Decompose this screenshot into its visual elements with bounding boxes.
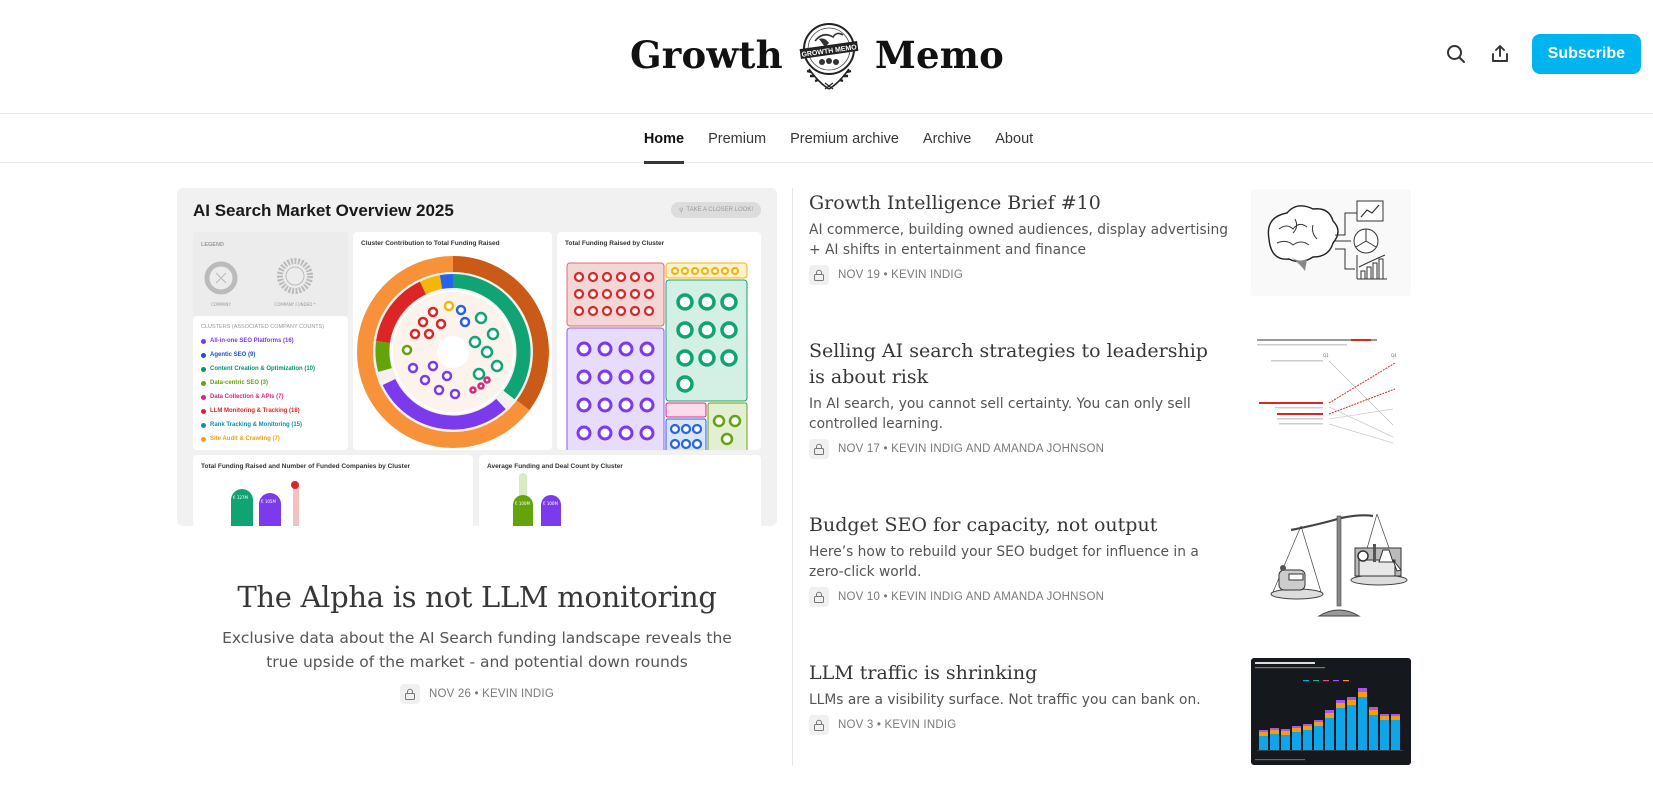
nav-home[interactable]: Home <box>632 114 696 164</box>
search-icon <box>1446 45 1465 63</box>
balance-scale-illustration-icon <box>1270 513 1408 617</box>
post-subtitle: Here’s how to rebuild your SEO budget fo… <box>809 544 1199 580</box>
post-thumbnail[interactable]: Q1 Q4 <box>1251 337 1411 444</box>
nav-premium-archive[interactable]: Premium archive <box>790 130 899 147</box>
brand-logo-link[interactable]: Growth GROWTH MEMO Memo <box>630 16 1004 94</box>
lock-icon <box>814 269 824 281</box>
featured-post-title[interactable]: The Alpha is not LLM monitoring <box>237 580 717 614</box>
paywall-badge <box>400 684 420 704</box>
post-meta: NOV 3 • KEVIN INDIG <box>809 715 1229 735</box>
infographic-treemap-card: Total Funding Raised by Cluster <box>557 232 761 450</box>
paywall-badge <box>809 715 829 735</box>
main-nav: Home Premium Premium archive Archive Abo… <box>0 114 1653 164</box>
post-thumbnail[interactable] <box>1251 510 1411 617</box>
paywall-badge <box>809 265 829 285</box>
post-date-author: NOV 3 • KEVIN INDIG <box>838 719 957 731</box>
post-date-author: NOV 26 • KEVIN INDIG <box>429 688 554 700</box>
lock-icon <box>814 719 824 731</box>
infographic-title: AI Search Market Overview 2025 <box>193 201 454 220</box>
post-date-author: NOV 17 • KEVIN INDIG AND AMANDA JOHNSON <box>838 443 1105 455</box>
post-title[interactable]: Budget SEO for capacity, not output <box>809 514 1158 536</box>
post-subtitle: LLMs are a visibility surface. Not traff… <box>809 692 1201 708</box>
post-title[interactable]: Selling AI search strategies to leadersh… <box>809 340 1208 388</box>
post-subtitle: AI commerce, building owned audiences, d… <box>809 222 1228 258</box>
cluster-legend-item: Data Collection & APIs (7) <box>201 394 283 400</box>
lock-icon <box>405 688 415 700</box>
cluster-legend-item: LLM Monitoring & Tracking (18) <box>201 408 300 414</box>
cluster-legend-item: Site Audit & Crawling (7) <box>201 436 280 442</box>
svg-text:Q4: Q4 <box>1391 353 1397 358</box>
site-header: Growth GROWTH MEMO Memo Subscribe <box>0 0 1653 114</box>
infographic-legend-card: LEGEND COMPANY COMPANY FUNDED * <box>193 232 348 317</box>
post-list-item: LLM traffic is shrinking LLMs are a visi… <box>809 658 1411 770</box>
featured-post-image[interactable]: AI Search Market Overview 2025 ⚲ TAKE A … <box>177 188 777 526</box>
nav-premium[interactable]: Premium <box>708 130 767 147</box>
header-actions: Subscribe <box>1434 34 1641 74</box>
brain-charts-illustration-icon <box>1267 200 1387 280</box>
brand-word-right: Memo <box>874 33 1004 77</box>
share-button[interactable] <box>1478 34 1522 74</box>
infographic-bar-card-2: Average Funding and Deal Count by Cluste… <box>479 455 761 526</box>
magnifier-icon: ⚲ <box>679 207 684 214</box>
post-list-item: Selling AI search strategies to leadersh… <box>809 337 1411 459</box>
infographic-bar-card-1: Total Funding Raised and Number of Funde… <box>193 455 473 526</box>
legend-company-badges-icon: COMPANY COMPANY FUNDED * <box>204 258 316 307</box>
post-date-author: NOV 10 • KEVIN INDIG AND AMANDA JOHNSON <box>838 591 1105 603</box>
paywall-badge <box>809 439 829 459</box>
share-icon <box>1491 45 1508 62</box>
column-divider <box>792 188 793 766</box>
post-meta: NOV 10 • KEVIN INDIG AND AMANDA JOHNSON <box>809 587 1229 607</box>
dark-bar-chart-icon <box>1255 662 1403 761</box>
funding-treemap-chart-icon <box>566 262 748 450</box>
post-meta: NOV 17 • KEVIN INDIG AND AMANDA JOHNSON <box>809 439 1229 459</box>
nav-about[interactable]: About <box>995 130 1034 147</box>
slope-chart-icon: Q1 Q4 <box>1257 339 1397 444</box>
infographic-clusters-card: CLUSTERS (ASSOCIATED COMPANY COUNTS) All… <box>193 316 348 450</box>
cluster-legend-item: Content Creation & Optimization (10) <box>201 366 315 372</box>
post-thumbnail[interactable] <box>1251 189 1411 296</box>
svg-text:COMPANY FUNDED *: COMPANY FUNDED * <box>274 302 315 307</box>
paywall-badge <box>809 587 829 607</box>
cluster-legend-item: Rank Tracking & Monitoring (15) <box>201 422 302 428</box>
growth-memo-emblem-icon: GROWTH MEMO <box>799 23 859 90</box>
infographic-donut-card: Cluster Contribution to Total Funding Ra… <box>353 232 552 450</box>
brand-word-left: Growth <box>630 33 783 77</box>
featured-post-meta: NOV 26 • KEVIN INDIG <box>177 684 777 704</box>
nav-archive[interactable]: Archive <box>922 130 972 147</box>
post-list-item: Budget SEO for capacity, not output Here… <box>809 510 1411 622</box>
featured-post: AI Search Market Overview 2025 ⚲ TAKE A … <box>177 188 777 704</box>
funding-donut-chart-icon <box>357 256 549 448</box>
featured-post-subtitle: Exclusive data about the AI Search fundi… <box>222 629 732 671</box>
post-thumbnail[interactable] <box>1251 658 1411 765</box>
subscribe-button[interactable]: Subscribe <box>1531 34 1641 74</box>
svg-text:Q1: Q1 <box>1323 353 1329 358</box>
search-button[interactable] <box>1434 34 1478 74</box>
lock-icon <box>814 443 824 455</box>
post-subtitle: In AI search, you cannot sell certainty.… <box>809 396 1191 432</box>
post-date-author: NOV 19 • KEVIN INDIG <box>838 269 963 281</box>
svg-text:COMPANY: COMPANY <box>211 302 231 307</box>
post-meta: NOV 19 • KEVIN INDIG <box>809 265 1229 285</box>
cluster-legend-item: All-in-one SEO Platforms (16) <box>201 338 294 344</box>
post-title[interactable]: LLM traffic is shrinking <box>809 662 1038 684</box>
cluster-legend-item: Data-centric SEO (3) <box>201 380 268 386</box>
lock-icon <box>814 591 824 603</box>
cluster-legend-item: Agentic SEO (9) <box>201 352 255 358</box>
post-list-item: Growth Intelligence Brief #10 AI commerc… <box>809 189 1411 300</box>
post-title[interactable]: Growth Intelligence Brief #10 <box>809 192 1101 214</box>
closer-look-pill: ⚲ TAKE A CLOSER LOOK! <box>671 202 761 218</box>
